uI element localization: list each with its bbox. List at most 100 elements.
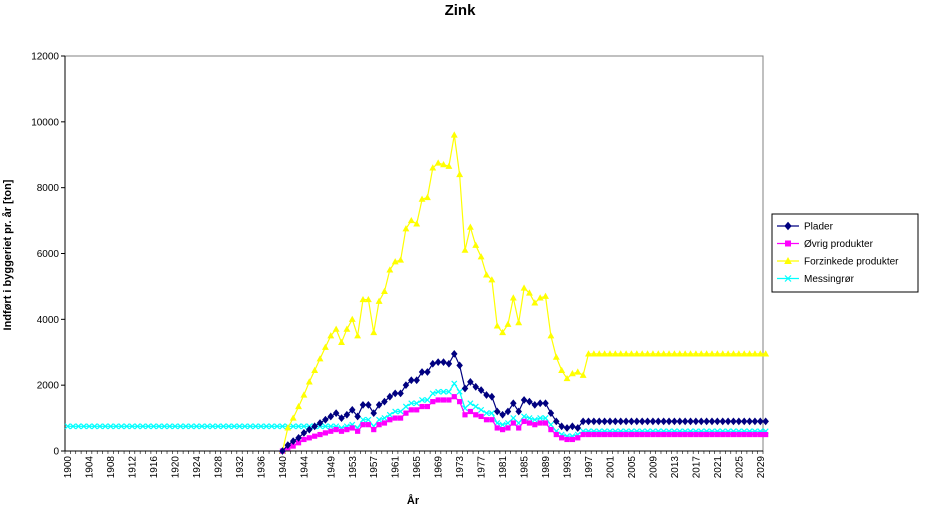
data-point-forzinkede bbox=[429, 164, 437, 171]
data-point-plader bbox=[391, 389, 399, 398]
data-point-messing bbox=[327, 423, 334, 430]
data-point-messing bbox=[515, 419, 522, 427]
x-tick-label: 2017 bbox=[691, 456, 702, 479]
data-point-forzinkede bbox=[692, 350, 700, 357]
data-point-messing-stroke bbox=[129, 423, 136, 430]
data-point-messing-stroke bbox=[102, 423, 109, 430]
legend-entry-label: Forzinkede produkter bbox=[804, 257, 899, 268]
data-point-messing bbox=[467, 400, 474, 407]
data-point-messing-stroke bbox=[526, 415, 533, 422]
data-point-ovrig bbox=[559, 435, 565, 441]
data-point-ovrig bbox=[355, 428, 361, 434]
data-point-messing bbox=[112, 423, 120, 430]
data-point-forzinkede bbox=[654, 350, 662, 357]
data-point-plader bbox=[515, 407, 522, 416]
data-point-messing bbox=[236, 423, 243, 430]
data-point-messing-stroke bbox=[386, 411, 393, 418]
data-point-ovrig bbox=[785, 240, 791, 247]
data-point-ovrig bbox=[677, 431, 683, 438]
data-point-plader bbox=[714, 417, 721, 426]
data-point-forzinkede bbox=[311, 366, 319, 373]
x-tick-label: 2013 bbox=[670, 456, 681, 479]
data-point-messing bbox=[214, 423, 222, 430]
data-point-messing-stroke bbox=[193, 423, 200, 430]
data-point-messing-stroke bbox=[118, 423, 125, 430]
y-tick-label: 12000 bbox=[31, 52, 59, 63]
data-point-plader bbox=[279, 447, 286, 455]
data-point-messing-stroke bbox=[408, 400, 415, 407]
data-point-messing bbox=[263, 423, 270, 430]
data-point-messing-stroke bbox=[231, 423, 238, 430]
data-point-ovrig bbox=[607, 431, 613, 438]
data-point-messing-stroke bbox=[86, 423, 93, 430]
data-point-forzinkede bbox=[756, 350, 764, 357]
data-point-messing-stroke bbox=[209, 423, 216, 430]
x-tick-label: 2029 bbox=[756, 456, 767, 479]
data-point-messing bbox=[376, 416, 383, 423]
data-point-ovrig bbox=[714, 431, 720, 438]
data-point-ovrig bbox=[596, 431, 602, 438]
data-point-forzinkede bbox=[305, 378, 313, 385]
data-point-ovrig bbox=[650, 431, 656, 438]
data-point-messing-stroke bbox=[252, 423, 259, 430]
data-point-forzinkede bbox=[633, 350, 641, 357]
data-point-forzinkede bbox=[601, 350, 609, 357]
x-tick-label: 1908 bbox=[106, 456, 117, 479]
data-point-messing-stroke bbox=[429, 390, 436, 397]
data-point-ovrig bbox=[618, 431, 624, 438]
data-point-ovrig bbox=[451, 394, 457, 400]
data-point-messing bbox=[504, 419, 511, 427]
data-point-messing-stroke bbox=[445, 388, 452, 395]
data-point-plader bbox=[526, 397, 533, 406]
data-point-messing-stroke bbox=[166, 423, 173, 430]
data-point-forzinkede bbox=[590, 350, 598, 357]
data-point-messing bbox=[784, 275, 792, 282]
data-point-plader bbox=[708, 417, 716, 426]
data-point-plader bbox=[536, 399, 544, 408]
data-point-messing bbox=[155, 423, 162, 430]
data-point-forzinkede bbox=[708, 350, 716, 357]
data-point-messing bbox=[499, 421, 506, 428]
data-point-forzinkede bbox=[386, 266, 394, 273]
data-point-ovrig bbox=[698, 431, 704, 438]
data-point-messing bbox=[435, 388, 442, 395]
data-point-ovrig bbox=[671, 431, 678, 438]
data-point-ovrig bbox=[532, 422, 538, 428]
legend-entry-label: Messingrør bbox=[804, 274, 855, 285]
data-point-messing bbox=[123, 423, 130, 430]
data-point-forzinkede bbox=[284, 424, 292, 431]
data-point-messing bbox=[359, 416, 367, 423]
data-point-plader bbox=[306, 425, 313, 434]
data-point-plader bbox=[746, 417, 753, 426]
data-point-plader bbox=[687, 417, 694, 426]
data-point-ovrig bbox=[403, 410, 409, 416]
data-point-messing bbox=[145, 423, 152, 430]
data-point-plader bbox=[633, 417, 641, 426]
data-point-messing bbox=[521, 413, 528, 420]
data-point-messing bbox=[161, 423, 168, 430]
data-point-messing-stroke bbox=[504, 419, 511, 427]
data-point-messing bbox=[129, 423, 136, 430]
data-point-ovrig bbox=[376, 422, 382, 428]
data-point-plader bbox=[295, 433, 302, 442]
data-point-messing-stroke bbox=[547, 421, 554, 428]
data-point-plader bbox=[493, 407, 501, 416]
data-point-plader bbox=[563, 424, 571, 432]
data-point-messing-stroke bbox=[241, 423, 248, 430]
data-point-forzinkede bbox=[466, 223, 474, 230]
data-point-plader bbox=[316, 419, 324, 427]
data-point-plader bbox=[585, 417, 592, 426]
data-point-messing bbox=[231, 423, 238, 430]
data-point-messing-stroke bbox=[80, 423, 87, 430]
data-point-messing-stroke bbox=[451, 380, 458, 387]
data-point-forzinkede bbox=[509, 294, 517, 301]
data-point-messing bbox=[419, 396, 426, 404]
data-point-ovrig bbox=[730, 431, 737, 438]
data-point-messing bbox=[86, 423, 93, 430]
data-point-messing-stroke bbox=[75, 423, 82, 430]
series-triangle bbox=[279, 131, 770, 454]
data-point-forzinkede bbox=[520, 284, 528, 291]
data-point-ovrig bbox=[709, 431, 715, 438]
data-point-forzinkede bbox=[735, 350, 743, 357]
data-point-ovrig bbox=[757, 431, 763, 438]
